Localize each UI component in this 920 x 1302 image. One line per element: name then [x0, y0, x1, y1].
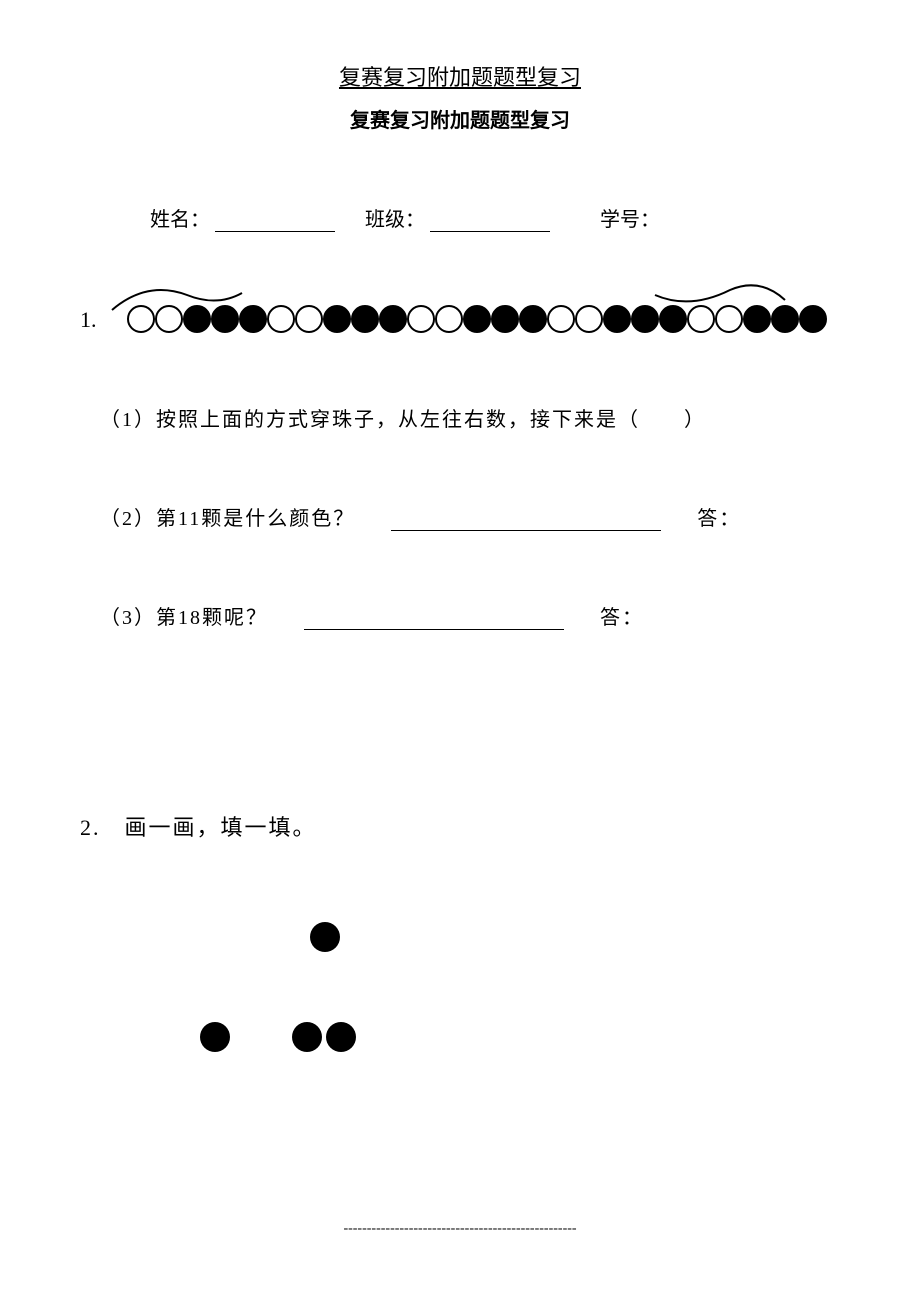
dot-group: [292, 1022, 356, 1052]
dot-group: [310, 922, 340, 952]
string-right-icon: [650, 275, 790, 315]
q1-sub2-blank[interactable]: [391, 511, 661, 531]
dot-group: [200, 1022, 230, 1052]
header-title: 复赛复习附加题题型复习: [80, 60, 840, 92]
q1-sub2-answer-label: 答：: [697, 508, 741, 530]
q1-number: 1.: [80, 282, 97, 333]
bead-empty: [435, 305, 463, 333]
dot-icon: [310, 922, 340, 952]
dots-area: [220, 922, 840, 1052]
dot-row: [200, 1022, 840, 1052]
string-left-icon: [107, 275, 247, 315]
bead-filled: [519, 305, 547, 333]
bead-filled: [491, 305, 519, 333]
dot-icon: [292, 1022, 322, 1052]
bead-filled: [463, 305, 491, 333]
id-label: 学号：: [600, 209, 660, 231]
info-row: 姓名： 班级： 学号：: [150, 203, 840, 232]
q1-sub3: （3）第18颗呢？ 答：: [100, 601, 840, 630]
bead-filled: [351, 305, 379, 333]
class-blank[interactable]: [430, 210, 550, 232]
class-label: 班级：: [365, 209, 425, 231]
dot-icon: [326, 1022, 356, 1052]
sub-title: 复赛复习附加题题型复习: [80, 104, 840, 133]
q1-sub3-prefix: （3）第18颗呢？: [100, 607, 268, 629]
name-blank[interactable]: [215, 210, 335, 232]
bead-empty: [267, 305, 295, 333]
bead-filled: [603, 305, 631, 333]
q1-sub2-prefix: （2）第11颗是什么颜色？: [100, 508, 355, 530]
question-1: 1. （1）按照上面的方式穿珠子，从左往右数，接下来是（ ） （2）第11颗是什…: [80, 282, 840, 630]
question-2: 2. 画一画，填一填。: [80, 810, 840, 842]
q1-sub1: （1）按照上面的方式穿珠子，从左往右数，接下来是（ ）: [100, 403, 840, 432]
q1-sub3-answer-label: 答：: [600, 607, 644, 629]
dot-icon: [200, 1022, 230, 1052]
bead-empty: [407, 305, 435, 333]
beads-container: [117, 305, 841, 333]
q1-sub3-blank[interactable]: [304, 610, 564, 630]
q1-sub2: （2）第11颗是什么颜色？ 答：: [100, 502, 840, 531]
bead-filled: [323, 305, 351, 333]
footer-dashes: ----------------------------------------…: [343, 1221, 576, 1237]
dot-row: [310, 922, 840, 952]
bead-empty: [575, 305, 603, 333]
bead-filled: [379, 305, 407, 333]
bead-filled: [799, 305, 827, 333]
name-label: 姓名：: [150, 209, 210, 231]
bead-empty: [295, 305, 323, 333]
bead-empty: [547, 305, 575, 333]
